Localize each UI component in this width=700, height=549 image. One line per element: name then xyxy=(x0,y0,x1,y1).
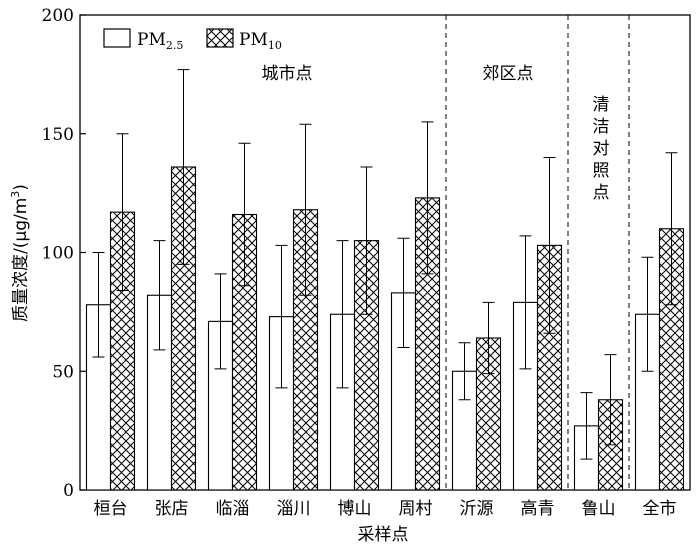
y-tick-label-1: 50 xyxy=(52,362,74,382)
y-tick-label-2: 100 xyxy=(42,244,74,264)
region-label-clean-control: 清洁对照点 xyxy=(593,95,610,203)
y-tick-label-3: 150 xyxy=(42,125,74,145)
category-label-8: 鲁山 xyxy=(582,499,616,519)
legend-label-pm10: PM10 xyxy=(239,30,282,52)
legend-swatch-pm25 xyxy=(103,28,131,48)
category-label-5: 周村 xyxy=(399,499,433,519)
y-tick-label-4: 200 xyxy=(42,6,74,26)
legend-label-pm25: PM2.5 xyxy=(137,30,183,52)
category-label-9: 全市 xyxy=(643,499,677,519)
region-label-suburban: 郊区点 xyxy=(483,64,534,84)
category-label-4: 博山 xyxy=(338,499,372,519)
category-label-3: 淄川 xyxy=(277,499,311,519)
y-axis-title: 质量浓度/(μg/m3) xyxy=(9,184,31,322)
category-label-0: 桓台 xyxy=(94,499,128,519)
category-label-1: 张店 xyxy=(155,499,189,519)
category-label-7: 高青 xyxy=(521,499,555,519)
legend: PM2.5 PM10 xyxy=(103,28,282,52)
y-tick-label-0: 0 xyxy=(63,481,74,501)
category-label-2: 临淄 xyxy=(216,499,250,519)
region-label-urban: 城市点 xyxy=(262,64,313,84)
x-axis-title: 采样点 xyxy=(358,525,409,545)
category-label-6: 沂源 xyxy=(460,499,494,519)
bar-pm10-9 xyxy=(658,228,685,491)
legend-swatch-pm10 xyxy=(206,28,234,48)
